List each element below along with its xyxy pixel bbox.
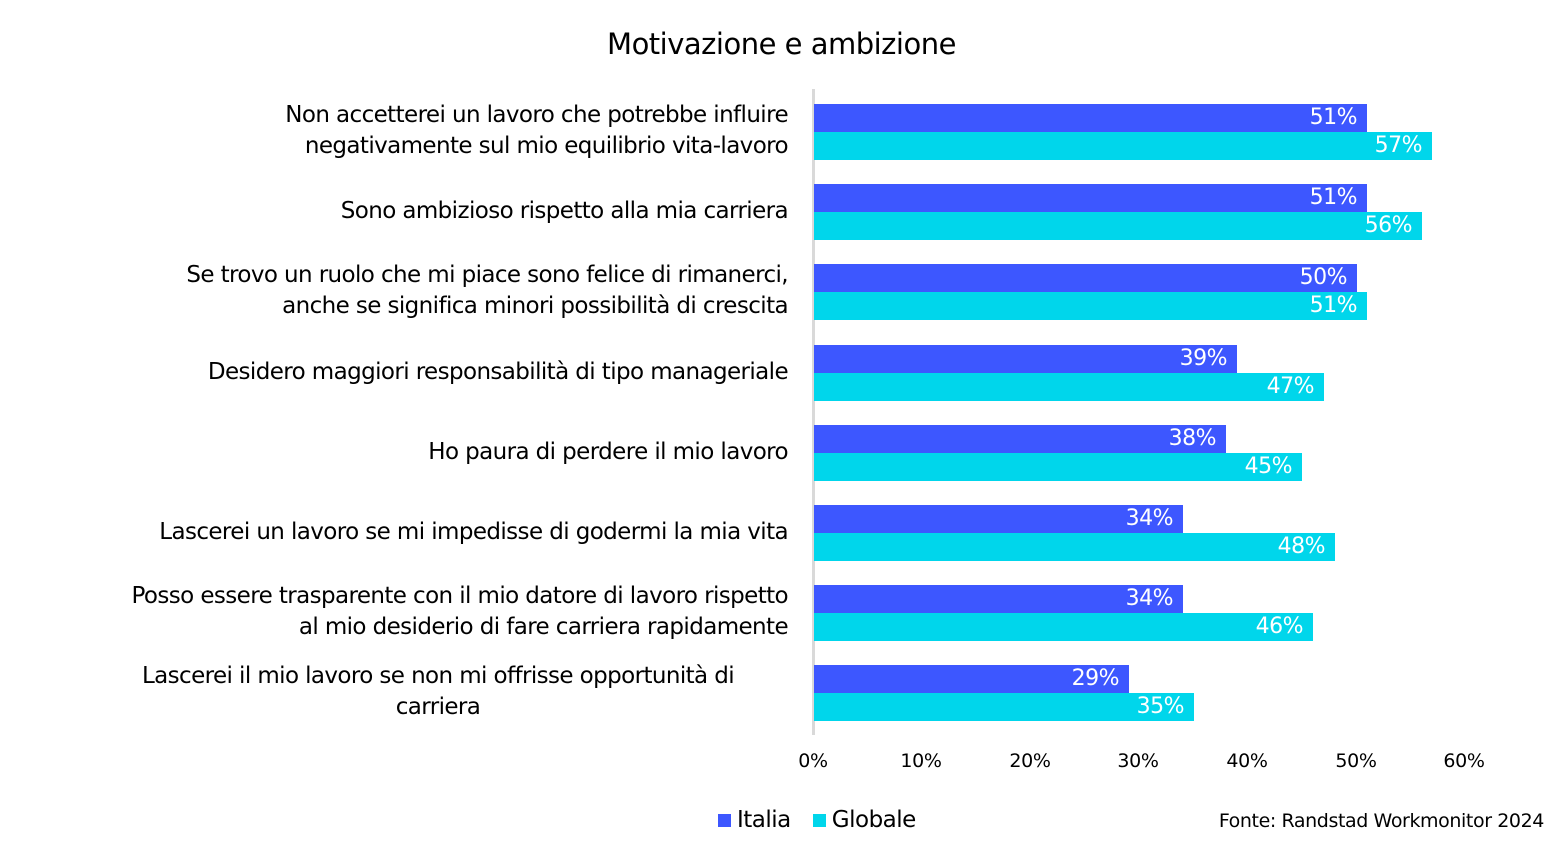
legend-item-globale: Globale (812, 807, 917, 833)
category-label: Lascerei un lavoro se mi impedisse di go… (159, 518, 788, 545)
legend-label-italia: Italia (737, 807, 791, 833)
bar-italia: 34% (814, 585, 1183, 613)
category-label: Lascerei il mio lavoro se non mi offriss… (141, 663, 735, 720)
source-note: Fonte: Randstad Workmonitor 2024 (1218, 810, 1545, 832)
bar-globale: 56% (814, 212, 1422, 240)
x-tick-60: 60% (1443, 750, 1485, 772)
data-label: 46% (1255, 614, 1304, 639)
bar-italia: 51% (814, 104, 1367, 132)
category-label: Ho paura di perdere il mio lavoro (428, 438, 788, 465)
data-label: 57% (1374, 133, 1423, 158)
data-label: 50% (1299, 265, 1348, 290)
data-label: 56% (1364, 213, 1413, 238)
bar-globale: 57% (814, 132, 1432, 160)
category-label: Se trovo un ruolo che mi piace sono feli… (186, 262, 788, 319)
category-label: Sono ambizioso rispetto alla mia carrier… (340, 197, 789, 224)
bar-italia: 51% (814, 184, 1367, 212)
bar-italia: 39% (814, 345, 1237, 373)
bar-italia: 29% (814, 665, 1129, 693)
x-tick-40: 40% (1226, 750, 1268, 772)
category-label: Non accetterei un lavoro che potrebbe in… (285, 102, 788, 159)
bar-globale: 45% (814, 453, 1302, 481)
legend-swatch-globale (812, 813, 826, 827)
legend-item-italia: Italia (718, 807, 791, 833)
bar-globale: 48% (814, 533, 1335, 561)
data-label: 34% (1125, 506, 1174, 531)
bar-globale: 51% (814, 292, 1367, 320)
bar-italia: 34% (814, 505, 1183, 533)
legend-label-globale: Globale (831, 807, 917, 833)
data-label: 29% (1071, 666, 1120, 691)
legend: Italia Globale (718, 807, 938, 833)
data-label: 35% (1136, 694, 1185, 719)
x-tick-30: 30% (1117, 750, 1159, 772)
bar-globale: 46% (814, 613, 1313, 641)
x-tick-20: 20% (1009, 750, 1051, 772)
legend-swatch-italia (718, 813, 731, 827)
bar-globale: 35% (814, 693, 1194, 721)
data-label: 47% (1266, 374, 1315, 399)
bar-globale: 47% (814, 373, 1324, 401)
category-label: Posso essere trasparente con il mio dato… (131, 583, 788, 640)
data-label: 45% (1244, 454, 1293, 479)
bar-italia: 38% (814, 425, 1226, 453)
data-label: 51% (1309, 105, 1358, 130)
data-label: 51% (1309, 185, 1358, 210)
data-label: 39% (1179, 346, 1228, 371)
chart-title: Motivazione e ambizione (607, 27, 956, 61)
x-tick-10: 10% (900, 750, 942, 772)
x-tick-50: 50% (1335, 750, 1377, 772)
data-label: 51% (1309, 293, 1358, 318)
data-label: 34% (1125, 586, 1174, 611)
data-label: 48% (1277, 534, 1326, 559)
category-label: Desidero maggiori responsabilità di tipo… (207, 358, 789, 385)
data-label: 38% (1168, 426, 1217, 451)
category-axis-line (812, 89, 815, 735)
bar-italia: 50% (814, 264, 1357, 292)
x-tick-0: 0% (798, 750, 828, 772)
